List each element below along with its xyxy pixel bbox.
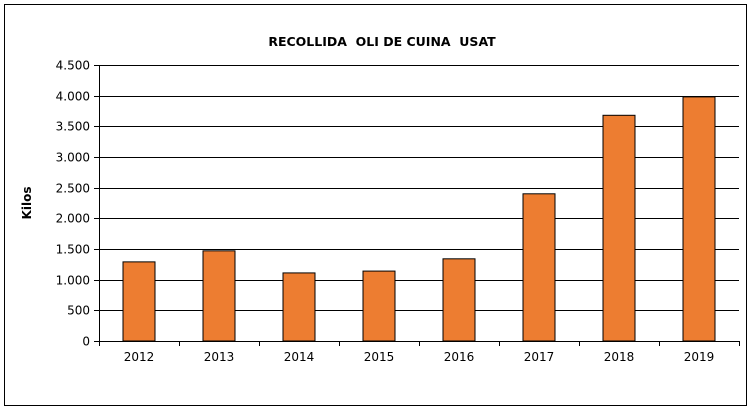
y-tick-label: 500 — [67, 304, 90, 318]
y-tick-label: 3.000 — [56, 151, 90, 165]
bar-2012 — [122, 261, 156, 342]
y-tick-label: 3.500 — [56, 120, 90, 134]
y-tick-label: 1.000 — [56, 274, 90, 288]
y-tick-label: 4.500 — [56, 59, 90, 73]
y-tick-label: 1.500 — [56, 243, 90, 257]
axes — [94, 65, 740, 346]
bar-2016 — [442, 258, 476, 342]
bar-2018 — [602, 114, 636, 342]
y-tick-label: 0 — [82, 335, 90, 349]
chart-title: RECOLLIDA OLI DE CUINA USAT — [268, 34, 496, 49]
y-tick-labels: 0 500 1.000 1.500 2.000 2.500 3.000 3.500 4.000 4… — [56, 59, 90, 349]
x-tick-label: 2013 — [204, 350, 235, 364]
bars — [122, 96, 716, 342]
y-axis-label: Kilos — [20, 187, 34, 220]
x-tick-label: 2016 — [444, 350, 475, 364]
y-tick-label: 2.000 — [56, 212, 90, 226]
x-tick-label: 2019 — [684, 350, 715, 364]
bar-2015 — [362, 270, 396, 342]
x-tick-label: 2014 — [284, 350, 315, 364]
bar-2017 — [522, 193, 556, 342]
gridlines — [99, 65, 739, 311]
x-tick-label: 2017 — [524, 350, 555, 364]
y-tick-label: 2.500 — [56, 182, 90, 196]
y-tick-label: 4.000 — [56, 90, 90, 104]
x-tick-label: 2012 — [124, 350, 155, 364]
x-tick-label: 2015 — [364, 350, 395, 364]
x-tick-labels: 2012 2013 2014 2015 2016 2017 2018 2019 — [124, 350, 715, 364]
x-tick-label: 2018 — [604, 350, 635, 364]
bar-2014 — [282, 272, 316, 342]
bar-2019 — [682, 96, 716, 342]
bar-2013 — [202, 250, 236, 342]
